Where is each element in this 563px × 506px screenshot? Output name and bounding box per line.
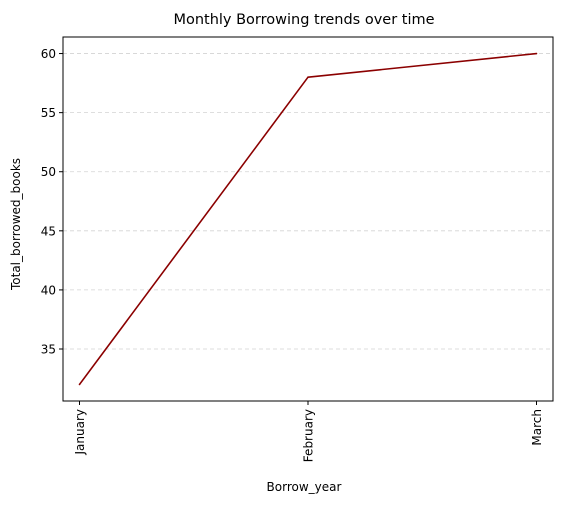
y-axis-ticks: 35 40 45 50 55 60: [41, 47, 63, 357]
y-tick-label: 50: [41, 165, 56, 179]
y-tick-label: 55: [41, 106, 56, 120]
data-point: [78, 383, 81, 386]
data-point: [535, 52, 538, 55]
chart-title: Monthly Borrowing trends over time: [173, 12, 434, 28]
series-layer: [78, 52, 538, 386]
plot-area-frame: [62, 36, 554, 402]
grid-lines: [63, 53, 553, 350]
y-tick-label: 40: [41, 283, 56, 297]
y-tick-label: 45: [41, 224, 56, 238]
x-axis-ticks: January February March: [73, 401, 544, 462]
y-axis-label: Total_borrowed_books: [9, 158, 23, 291]
x-tick-label: January: [73, 409, 87, 456]
series-line: [78, 52, 537, 385]
y-tick-label: 60: [41, 47, 56, 61]
x-tick-label: February: [302, 409, 316, 462]
data-point: [307, 76, 309, 78]
y-tick-label: 35: [41, 343, 56, 357]
x-axis-label: Borrow_year: [267, 480, 342, 494]
x-tick-label: March: [530, 409, 544, 446]
